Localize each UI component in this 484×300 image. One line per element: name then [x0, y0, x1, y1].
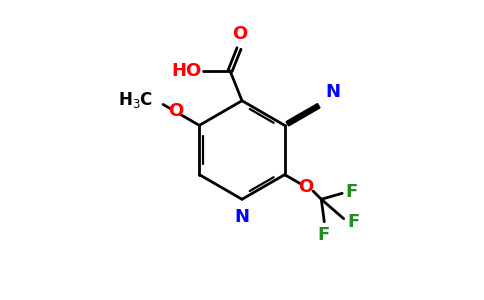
Text: O: O — [299, 178, 314, 196]
Text: N: N — [235, 208, 249, 226]
Text: O: O — [167, 103, 183, 121]
Text: F: F — [346, 183, 358, 201]
Text: F: F — [347, 213, 360, 231]
Text: HO: HO — [171, 62, 202, 80]
Text: N: N — [325, 83, 340, 101]
Text: H$_3$C: H$_3$C — [118, 90, 153, 110]
Text: F: F — [318, 226, 330, 244]
Text: O: O — [232, 25, 247, 43]
